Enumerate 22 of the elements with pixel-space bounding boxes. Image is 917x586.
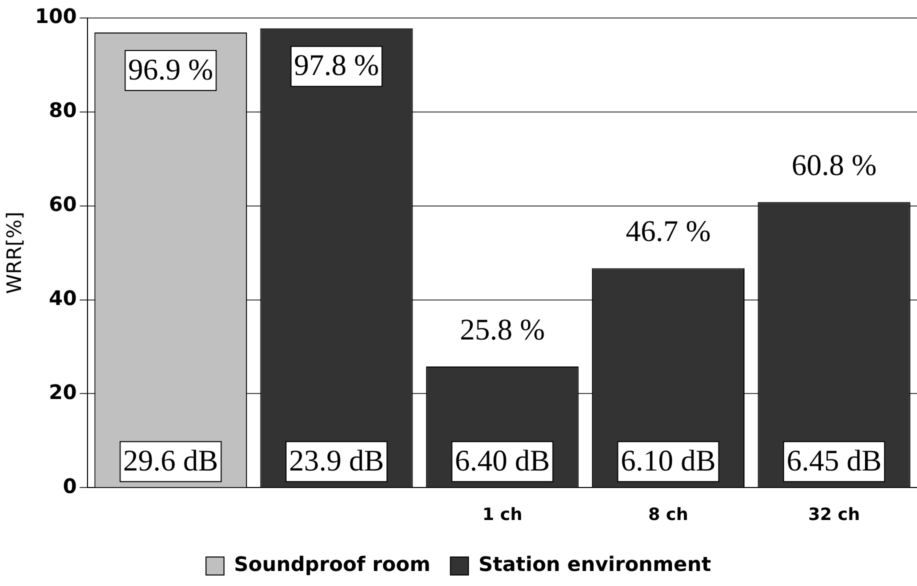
- legend-label: Station environment: [478, 552, 712, 576]
- annotation: 6.45 dB: [786, 444, 882, 478]
- y-tick-label: 60: [48, 192, 77, 216]
- annotation: 6.10 dB: [620, 444, 716, 478]
- x-tick-label: 8 ch: [648, 505, 688, 526]
- data-label: 25.8 %: [460, 313, 545, 346]
- legend-label: Soundproof room: [234, 552, 430, 576]
- annotation: 29.6 dB: [123, 444, 218, 478]
- data-label: 46.7 %: [626, 215, 711, 248]
- y-tick-label: 80: [48, 98, 77, 122]
- data-label: 97.8 %: [294, 49, 380, 82]
- annotation: 6.40 dB: [454, 444, 550, 478]
- x-tick-label: 32 ch: [808, 505, 860, 526]
- y-tick-label: 100: [35, 4, 77, 28]
- y-tick-label: 0: [62, 474, 77, 498]
- y-axis-title: WRR[%]: [2, 212, 26, 294]
- data-label: 60.8 %: [792, 148, 877, 182]
- y-tick-label: 40: [48, 286, 77, 310]
- annotation: 23.9 dB: [289, 444, 384, 478]
- y-tick-label: 20: [48, 380, 77, 404]
- data-label: 96.9 %: [128, 53, 214, 86]
- x-tick-label: 1 ch: [482, 505, 522, 526]
